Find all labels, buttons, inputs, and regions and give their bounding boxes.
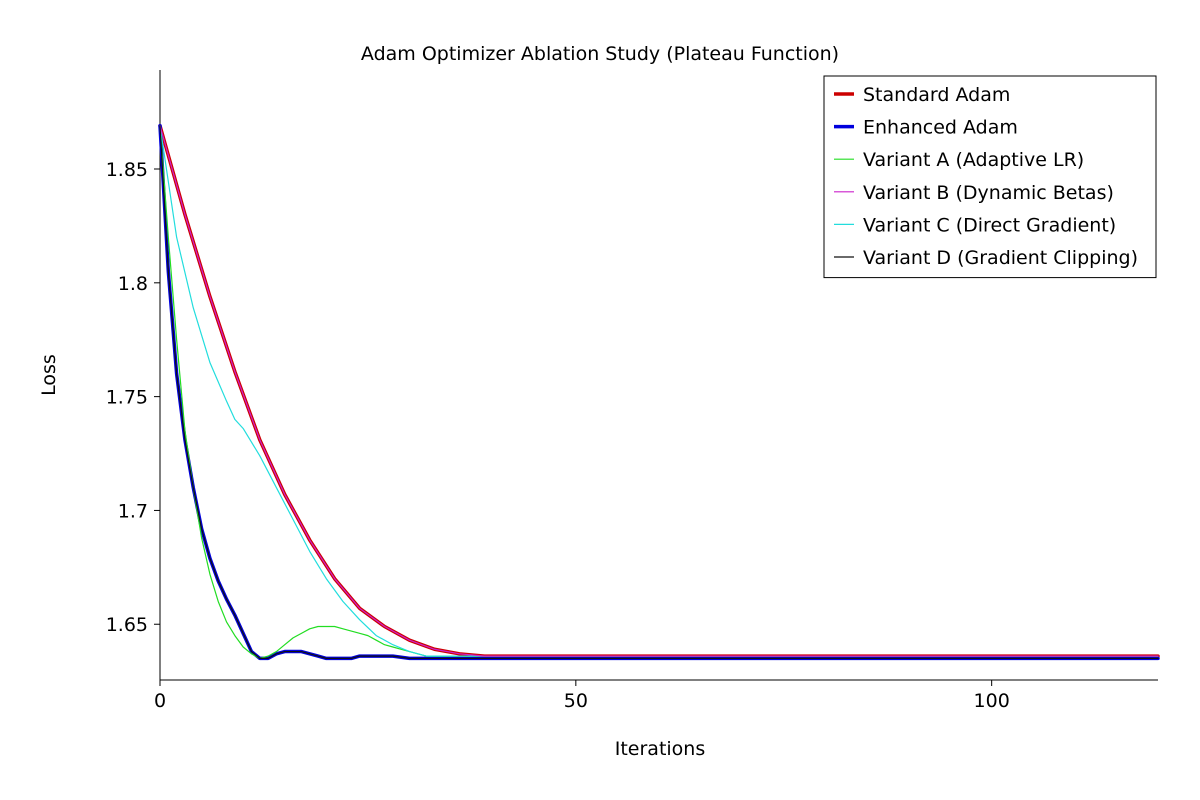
legend-label: Standard Adam	[863, 84, 1010, 106]
legend: Standard Adam Enhanced Adam Variant A (Ada…	[823, 75, 1157, 279]
series-line-5	[159, 125, 1159, 659]
x-tick-label: 50	[564, 690, 588, 712]
legend-label: Enhanced Adam	[863, 117, 1018, 139]
legend-label: Variant C (Direct Gradient)	[863, 214, 1116, 236]
y-tick-label: 1.8	[118, 273, 148, 295]
legend-label: Variant D (Gradient Clipping)	[863, 247, 1138, 269]
x-tick-label: 100	[974, 690, 1010, 712]
x-tick-label: 0	[154, 690, 166, 712]
axes: 0 50 100 1.65 1.7 1.75 1.8 1.85	[106, 70, 1158, 712]
series-layer	[158, 124, 1160, 661]
y-tick-label: 1.7	[118, 500, 148, 522]
legend-label: Variant B (Dynamic Betas)	[863, 182, 1114, 204]
y-axis-label: Loss	[38, 354, 60, 396]
legend-label: Variant A (Adaptive LR)	[863, 149, 1084, 171]
x-axis-label: Iterations	[615, 738, 706, 760]
y-tick-label: 1.75	[106, 387, 148, 409]
series-line-3	[159, 125, 1159, 657]
y-tick-label: 1.65	[106, 614, 148, 636]
y-tick-label: 1.85	[106, 159, 148, 181]
chart-title: Adam Optimizer Ablation Study (Plateau F…	[361, 43, 839, 65]
legend-box	[823, 75, 1157, 279]
